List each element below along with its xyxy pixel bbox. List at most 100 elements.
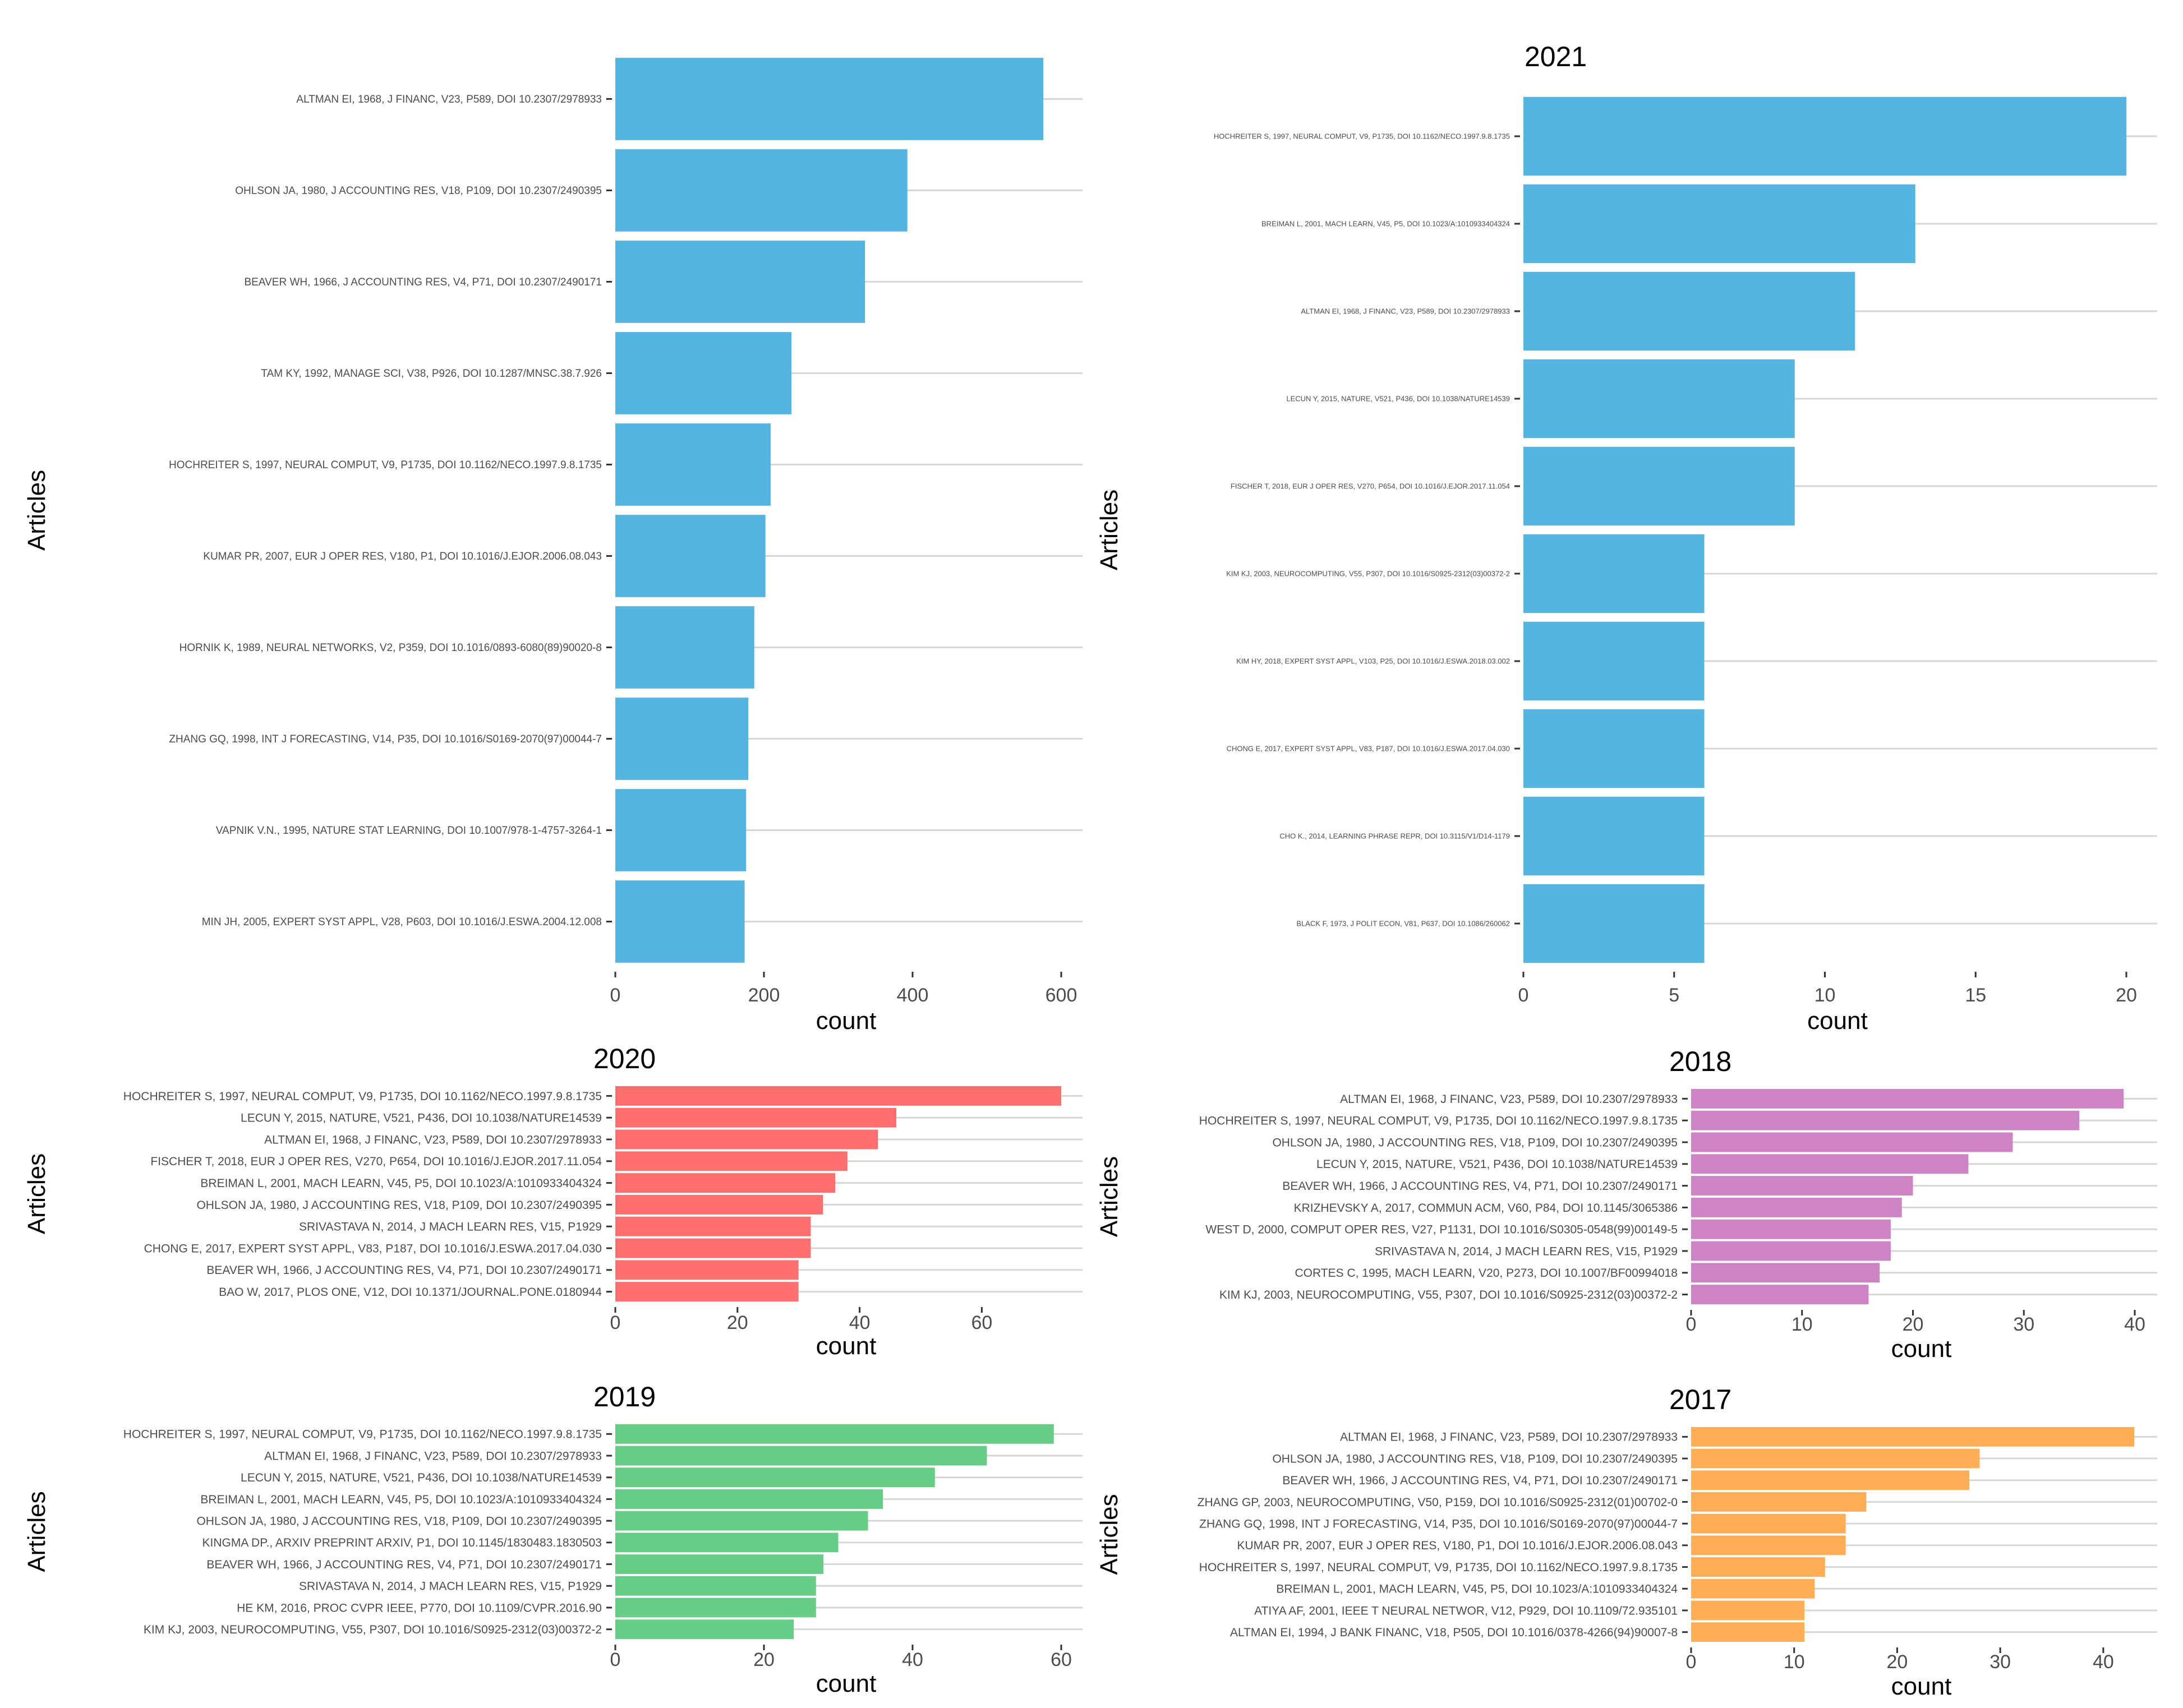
category-label: BAO W, 2017, PLOS ONE, V12, DOI 10.1371/… xyxy=(219,1286,602,1299)
x-axis-label: count xyxy=(816,1670,877,1697)
bar xyxy=(615,1554,823,1574)
category-label: ATIYA AF, 2001, IEEE T NEURAL NETWOR, V1… xyxy=(1254,1604,1678,1617)
chart-panel-2021: 2021 HOCHREITER S, 1997, NEURAL COMPUT, V… xyxy=(1095,41,2157,1035)
bar xyxy=(615,1260,799,1280)
category-label: KUMAR PR, 2007, EUR J OPER RES, V180, P1… xyxy=(203,551,602,562)
x-tick-label: 40 xyxy=(902,1649,923,1670)
bar xyxy=(615,1576,816,1596)
x-axis-label: count xyxy=(816,1332,877,1360)
chart-panel-2018: 2018 ALTMAN EI, 1968, J FINANC, V23, P589… xyxy=(1095,1046,2157,1363)
category-label: ALTMAN EI, 1994, J BANK FINANC, V18, P50… xyxy=(1230,1626,1678,1639)
bar xyxy=(615,1194,823,1215)
x-tick-label: 40 xyxy=(2124,1314,2145,1335)
category-label: SRIVASTAVA N, 2014, J MACH LEARN RES, V1… xyxy=(299,1221,602,1234)
x-tick-label: 20 xyxy=(1887,1651,1908,1673)
bar xyxy=(615,423,771,506)
chart-panel-2020: 2020 HOCHREITER S, 1997, NEURAL COMPUT, V… xyxy=(23,1043,1083,1360)
y-axis-label: Articles xyxy=(1095,1156,1123,1237)
category-label: BREIMAN L, 2001, MACH LEARN, V45, P5, DO… xyxy=(1261,220,1510,228)
bar xyxy=(615,880,745,963)
bar xyxy=(1691,1470,1970,1490)
x-tick-label: 0 xyxy=(610,1649,621,1670)
x-axis-label: count xyxy=(1891,1335,1952,1363)
bar xyxy=(1523,271,1855,351)
category-label: CORTES C, 1995, MACH LEARN, V20, P273, D… xyxy=(1295,1267,1678,1280)
x-tick-label: 0 xyxy=(610,985,621,1006)
bar xyxy=(615,1598,816,1618)
bar xyxy=(615,515,766,597)
category-label: ZHANG GQ, 1998, INT J FORECASTING, V14, … xyxy=(1199,1518,1678,1531)
category-label: ZHANG GP, 2003, NEUROCOMPUTING, V50, P15… xyxy=(1198,1496,1678,1509)
bar xyxy=(615,1107,896,1128)
category-label: CHONG E, 2017, EXPERT SYST APPL, V83, P1… xyxy=(144,1242,602,1255)
bar xyxy=(615,698,749,780)
chart-title: 2019 xyxy=(593,1381,656,1412)
category-label: OHLSON JA, 1980, J ACCOUNTING RES, V18, … xyxy=(1272,1136,1678,1149)
category-label: KIM KJ, 2003, NEUROCOMPUTING, V55, P307,… xyxy=(1226,570,1510,578)
category-label: KIM KJ, 2003, NEUROCOMPUTING, V55, P307,… xyxy=(144,1623,602,1636)
bar xyxy=(1523,796,1705,876)
bar xyxy=(1691,1427,2134,1447)
category-label: HOCHREITER S, 1997, NEURAL COMPUT, V9, P… xyxy=(169,459,602,471)
bar xyxy=(615,1129,878,1150)
x-axis-label: count xyxy=(816,1007,877,1035)
category-label: ALTMAN EI, 1968, J FINANC, V23, P589, DO… xyxy=(264,1450,602,1462)
bar xyxy=(1523,884,1705,963)
x-tick-label: 0 xyxy=(1686,1314,1697,1335)
x-tick-label: 30 xyxy=(2013,1314,2034,1335)
x-tick-label: 10 xyxy=(1784,1651,1805,1673)
category-label: KRIZHEVSKY A, 2017, COMMUN ACM, V60, P84… xyxy=(1294,1202,1678,1215)
category-label: WEST D, 2000, COMPUT OPER RES, V27, P113… xyxy=(1205,1224,1678,1236)
bar xyxy=(1523,621,1705,701)
category-label: BEAVER WH, 1966, J ACCOUNTING RES, V4, P… xyxy=(206,1558,602,1571)
category-label: LECUN Y, 2015, NATURE, V521, P436, DOI 1… xyxy=(241,1471,602,1484)
category-label: HOCHREITER S, 1997, NEURAL COMPUT, V9, P… xyxy=(1214,132,1510,141)
bar xyxy=(1523,446,1795,526)
chart-title: 2018 xyxy=(1669,1046,1731,1077)
bar xyxy=(1691,1088,2124,1109)
category-label: SRIVASTAVA N, 2014, J MACH LEARN RES, V1… xyxy=(299,1580,602,1593)
bar xyxy=(1523,184,1915,264)
bar xyxy=(1691,1578,1815,1599)
x-tick-label: 40 xyxy=(849,1312,871,1333)
bar xyxy=(1691,1197,1902,1217)
category-label: HOCHREITER S, 1997, NEURAL COMPUT, V9, P… xyxy=(1199,1561,1678,1574)
y-axis-label: Articles xyxy=(23,1153,50,1234)
x-tick-label: 20 xyxy=(727,1312,748,1333)
x-axis-label: count xyxy=(1891,1673,1952,1700)
chart-title: 2020 xyxy=(593,1043,656,1074)
x-tick-label: 0 xyxy=(610,1312,621,1333)
category-label: OHLSON JA, 1980, J ACCOUNTING RES, V18, … xyxy=(196,1515,602,1528)
x-tick-label: 60 xyxy=(1051,1649,1072,1670)
bar xyxy=(615,1173,836,1193)
category-label: BREIMAN L, 2001, MACH LEARN, V45, P5, DO… xyxy=(1276,1583,1678,1596)
category-label: OHLSON JA, 1980, J ACCOUNTING RES, V18, … xyxy=(235,185,602,197)
chart-title: 2021 xyxy=(1525,41,1587,72)
bar xyxy=(1691,1600,1805,1621)
bar xyxy=(1523,359,1795,438)
x-tick-label: 10 xyxy=(1814,985,1836,1006)
category-label: BREIMAN L, 2001, MACH LEARN, V45, P5, DO… xyxy=(200,1493,602,1506)
x-axis-label: count xyxy=(1807,1007,1868,1035)
bar xyxy=(615,1532,839,1553)
category-label: HOCHREITER S, 1997, NEURAL COMPUT, V9, P… xyxy=(123,1428,602,1441)
x-tick-label: 600 xyxy=(1046,985,1077,1006)
x-tick-label: 200 xyxy=(748,985,780,1006)
bar xyxy=(615,1489,883,1509)
bar xyxy=(615,1446,987,1466)
bar xyxy=(1691,1557,1825,1577)
chart-panel-overall: ALTMAN EI, 1968, J FINANC, V23, P589, DO… xyxy=(23,58,1083,1035)
x-tick-label: 20 xyxy=(753,1649,775,1670)
x-tick-label: 5 xyxy=(1669,985,1679,1006)
category-label: LECUN Y, 2015, NATURE, V521, P436, DOI 1… xyxy=(1286,395,1510,403)
chart-panel-2017: 2017 ALTMAN EI, 1968, J FINANC, V23, P589… xyxy=(1095,1384,2157,1700)
bar xyxy=(1691,1154,1969,1174)
bar xyxy=(1691,1513,1846,1534)
x-tick-label: 0 xyxy=(1518,985,1529,1006)
bar xyxy=(1691,1535,1846,1555)
category-label: ALTMAN EI, 1968, J FINANC, V23, P589, DO… xyxy=(1340,1093,1678,1106)
category-label: KIM HY, 2018, EXPERT SYST APPL, V103, P2… xyxy=(1236,657,1510,666)
x-tick-label: 60 xyxy=(971,1312,993,1333)
category-label: HOCHREITER S, 1997, NEURAL COMPUT, V9, P… xyxy=(1199,1115,1678,1128)
